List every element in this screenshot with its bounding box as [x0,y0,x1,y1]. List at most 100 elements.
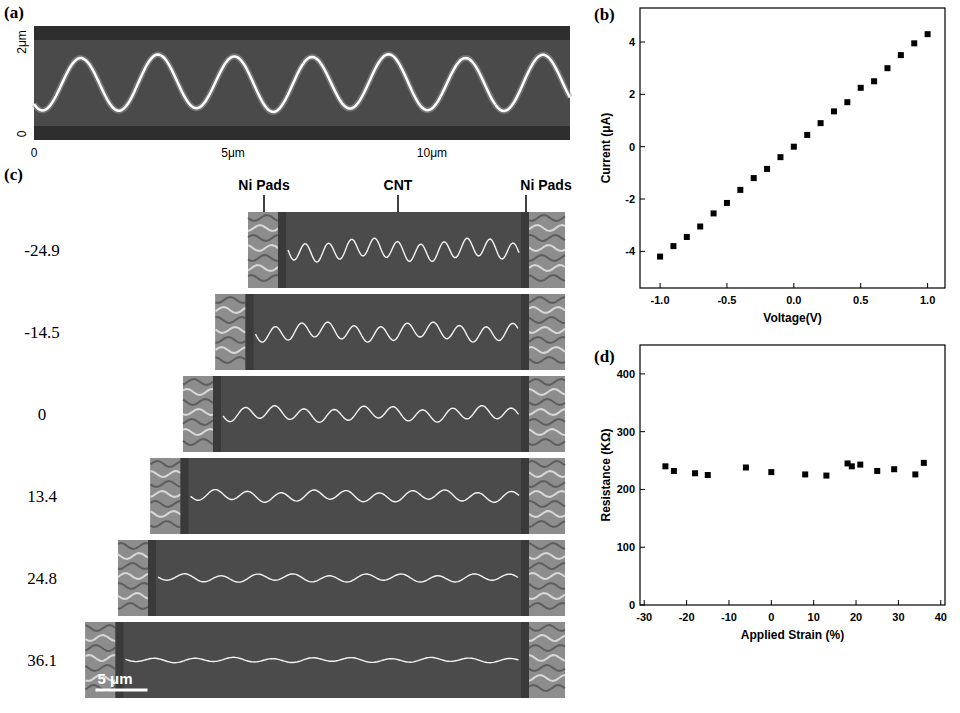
y-tick-label: 2 [629,88,635,100]
x-tick [813,600,814,605]
data-point [684,234,690,240]
afm-axis-label: 5μm [221,146,245,160]
strain-label: 13.4 [27,487,57,506]
x-tick-label: -20 [679,611,695,623]
data-point [791,144,797,150]
sem-row [86,622,566,698]
y-tick [640,605,645,606]
pad-texture [529,225,565,231]
data-point [768,469,774,475]
pad-texture [529,603,565,609]
data-point [743,464,749,470]
y-tick-label: 300 [617,426,635,438]
strain-label: 24.8 [27,569,57,588]
y-tick [640,489,645,490]
pad-texture [529,347,565,353]
pad-texture [529,255,565,261]
x-tick [644,600,645,605]
sem-row [183,376,565,452]
sem-row [248,212,565,288]
panel-letter: (a) [4,3,24,22]
x-tick-label: 40 [935,611,947,623]
sem-image [118,540,565,616]
y-tick [640,94,645,95]
pad-texture [151,481,181,487]
sem-image [151,458,566,534]
x-tick [686,600,687,605]
y-tick-label: 400 [617,368,635,380]
cnt-sem [191,490,520,503]
pad-texture [529,297,565,303]
sem-image [183,376,565,452]
data-point [764,166,770,172]
pad-texture [118,593,148,599]
data-point [697,224,703,230]
data-point [871,78,877,84]
y-tick-label: 4 [629,36,636,48]
data-point [831,108,837,114]
cnt-glow [34,54,570,112]
data-point [898,52,904,58]
sem-row [216,294,566,370]
data-point [874,468,880,474]
pad-texture [529,481,565,487]
pad-texture [248,215,278,221]
data-point [818,120,824,126]
ni-pad [216,294,246,370]
pad-texture [529,275,565,281]
sem-row [118,540,565,616]
pad-texture [529,511,565,517]
panel-letter: (c) [4,165,23,184]
pad-texture [529,491,565,497]
pad-texture [86,655,116,661]
sem-label: Ni Pads [520,177,572,193]
afm-axis-label: 0 [31,146,38,160]
pad-texture [529,307,565,313]
pad-texture [529,399,565,405]
pad-texture [183,389,213,395]
pad-texture [118,543,148,549]
pad-texture [151,511,181,517]
pad-texture [529,337,565,343]
x-tick [771,600,772,605]
pad-texture [183,429,213,435]
panel-letter: (b) [594,5,615,24]
y-tick-label: 100 [617,541,635,553]
x-tick [726,283,727,288]
pad-edge [521,294,529,370]
pad-texture [183,399,213,405]
pad-texture [529,357,565,363]
pad-texture [151,461,181,467]
pad-texture [529,521,565,527]
data-point [670,243,676,249]
pad-texture [216,347,246,353]
data-point [737,187,743,193]
pad-texture [529,543,565,549]
pad-texture [216,337,246,343]
ni-pad [151,458,181,534]
x-tick [898,600,899,605]
sem-label: CNT [384,177,413,193]
x-tick-label: 10 [808,611,820,623]
x-tick-label: -10 [721,611,737,623]
pad-edge [278,212,286,288]
data-point [724,200,730,206]
pad-edge [246,294,254,370]
pad-texture [529,235,565,241]
data-point [884,65,890,71]
pad-edge [521,458,529,534]
pad-texture [86,625,116,631]
ni-pad [248,212,278,288]
panel-letter: (d) [594,347,615,366]
x-tick [660,283,661,288]
pad-texture [529,553,565,559]
data-point [849,463,855,469]
pad-texture [529,501,565,507]
scale-bar-label: 5 μm [98,670,133,687]
data-point [802,471,808,477]
ni-pad [118,540,148,616]
pad-edge [213,376,221,452]
pad-texture [86,635,116,641]
pad-texture [118,553,148,559]
y-tick-label: 0 [629,599,635,611]
